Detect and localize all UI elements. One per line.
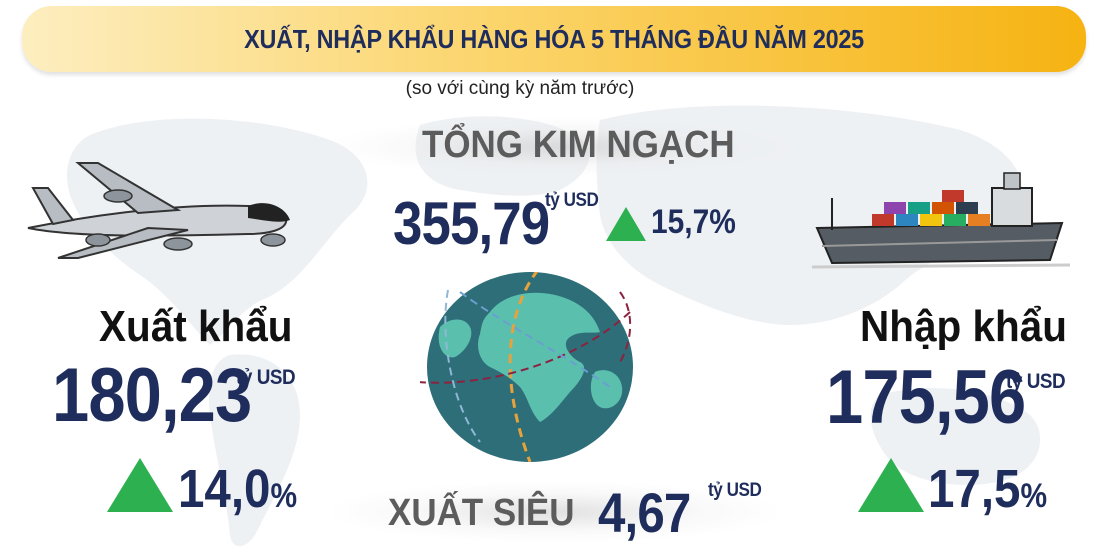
airplane-icon xyxy=(27,162,290,259)
page-title: XUẤT, NHẬP KHẨU HÀNG HÓA 5 THÁNG ĐẦU NĂM… xyxy=(244,24,864,54)
total-change: 15,7% xyxy=(651,203,736,241)
export-value: 180,23 xyxy=(52,353,252,438)
total-label: TỔNG KIM NGẠCH xyxy=(422,124,735,166)
import-unit: tỷ USD xyxy=(1006,370,1066,393)
subtitle: (so với cùng kỳ năm trước) xyxy=(405,78,635,99)
surplus-value: 4,67 xyxy=(598,481,691,544)
surplus-label-glow xyxy=(330,482,780,542)
import-change-value: 17,5 xyxy=(928,459,1021,519)
export-unit: tỷ USD xyxy=(236,366,296,389)
export-change: 14,0% xyxy=(178,460,297,525)
import-change-suffix: % xyxy=(1020,477,1048,515)
export-change-value: 14,0 xyxy=(178,459,271,519)
title-banner xyxy=(22,6,1086,72)
import-label: Nhập khẩu xyxy=(860,302,1067,351)
surplus-label: XUẤT SIÊU xyxy=(388,492,575,534)
total-value: 355,79 xyxy=(393,190,550,257)
globe-icon xyxy=(420,272,633,462)
total-unit: tỷ USD xyxy=(545,190,599,211)
cargo-ship-icon xyxy=(812,172,1070,269)
export-change-suffix: % xyxy=(270,477,298,515)
total-label-glow xyxy=(330,118,800,176)
world-map-background xyxy=(66,105,1041,547)
total-change-up-icon xyxy=(606,207,646,241)
import-change-up-icon xyxy=(858,458,924,512)
surplus-unit: tỷ USD xyxy=(708,480,762,501)
import-value: 175,56 xyxy=(826,355,1026,440)
import-change: 17,5% xyxy=(928,460,1047,525)
export-change-up-icon xyxy=(107,458,173,512)
export-label: Xuất khẩu xyxy=(99,302,293,351)
